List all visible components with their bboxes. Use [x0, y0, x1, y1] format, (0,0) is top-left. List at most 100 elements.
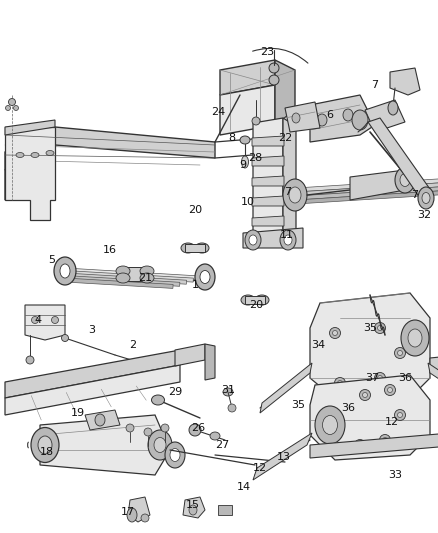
Text: 29: 29	[168, 387, 182, 397]
Polygon shape	[5, 120, 55, 135]
Polygon shape	[40, 415, 170, 475]
Polygon shape	[85, 410, 120, 430]
Text: 35: 35	[363, 323, 377, 333]
Ellipse shape	[249, 235, 257, 245]
Ellipse shape	[374, 373, 385, 384]
Text: 26: 26	[191, 423, 205, 433]
Ellipse shape	[189, 424, 201, 436]
Bar	[245, 296, 265, 304]
Polygon shape	[296, 190, 438, 204]
Polygon shape	[5, 350, 180, 398]
Text: 31: 31	[221, 385, 235, 395]
Text: 3: 3	[88, 325, 95, 335]
Text: 12: 12	[253, 463, 267, 473]
Ellipse shape	[60, 264, 70, 278]
Polygon shape	[283, 118, 296, 238]
Text: 1: 1	[191, 280, 198, 290]
Ellipse shape	[195, 243, 209, 253]
Ellipse shape	[126, 424, 134, 432]
Bar	[185, 244, 205, 252]
Polygon shape	[252, 196, 284, 206]
Ellipse shape	[165, 442, 185, 468]
Ellipse shape	[385, 384, 396, 395]
Ellipse shape	[6, 106, 11, 110]
Text: 34: 34	[311, 340, 325, 350]
Polygon shape	[368, 118, 432, 198]
Polygon shape	[205, 344, 215, 380]
Text: 19: 19	[71, 408, 85, 418]
Ellipse shape	[284, 235, 292, 245]
Polygon shape	[275, 60, 295, 125]
Polygon shape	[253, 118, 283, 238]
Ellipse shape	[26, 356, 34, 364]
Text: 10: 10	[241, 197, 255, 207]
Ellipse shape	[388, 101, 398, 115]
Ellipse shape	[292, 113, 300, 123]
Text: 16: 16	[103, 245, 117, 255]
Ellipse shape	[280, 230, 296, 250]
Ellipse shape	[245, 230, 261, 250]
Ellipse shape	[378, 326, 382, 330]
Ellipse shape	[154, 438, 166, 453]
Ellipse shape	[31, 427, 59, 463]
Text: 36: 36	[398, 373, 412, 383]
Polygon shape	[128, 497, 150, 522]
Ellipse shape	[31, 152, 39, 157]
Polygon shape	[430, 353, 438, 373]
Ellipse shape	[140, 266, 154, 276]
Ellipse shape	[46, 150, 54, 156]
Ellipse shape	[343, 109, 353, 121]
Ellipse shape	[152, 395, 165, 405]
Text: 33: 33	[388, 470, 402, 480]
Text: 18: 18	[40, 447, 54, 457]
Text: 27: 27	[215, 440, 229, 450]
Ellipse shape	[332, 330, 338, 335]
Polygon shape	[5, 145, 55, 200]
Polygon shape	[365, 100, 405, 132]
Polygon shape	[350, 170, 405, 200]
Bar	[218, 505, 232, 515]
Ellipse shape	[241, 295, 255, 305]
Text: 21: 21	[138, 273, 152, 283]
Polygon shape	[296, 186, 438, 200]
Ellipse shape	[189, 505, 197, 515]
Polygon shape	[65, 278, 173, 288]
Text: 12: 12	[385, 417, 399, 427]
Ellipse shape	[200, 271, 210, 284]
Ellipse shape	[352, 110, 368, 130]
Polygon shape	[5, 127, 55, 220]
Ellipse shape	[14, 106, 18, 110]
Ellipse shape	[335, 377, 346, 389]
Ellipse shape	[8, 99, 15, 106]
Polygon shape	[252, 216, 284, 226]
Polygon shape	[310, 375, 430, 460]
Ellipse shape	[170, 448, 180, 462]
Text: 8: 8	[229, 133, 236, 143]
Text: 15: 15	[186, 500, 200, 510]
Polygon shape	[5, 127, 215, 170]
Polygon shape	[220, 60, 275, 95]
Ellipse shape	[181, 243, 195, 253]
Text: 7: 7	[284, 187, 292, 197]
Ellipse shape	[240, 136, 250, 144]
Ellipse shape	[395, 409, 406, 421]
Polygon shape	[65, 268, 200, 280]
Text: 6: 6	[326, 110, 333, 120]
Ellipse shape	[52, 317, 59, 324]
Text: 36: 36	[341, 403, 355, 413]
Ellipse shape	[317, 114, 327, 126]
Ellipse shape	[210, 432, 220, 440]
Polygon shape	[253, 433, 312, 480]
Polygon shape	[310, 95, 375, 142]
Ellipse shape	[195, 264, 215, 290]
Ellipse shape	[363, 392, 367, 398]
Ellipse shape	[395, 167, 415, 193]
Ellipse shape	[116, 266, 130, 276]
Polygon shape	[296, 182, 438, 196]
Ellipse shape	[338, 381, 343, 385]
Ellipse shape	[422, 192, 430, 204]
Text: 2: 2	[130, 340, 137, 350]
Text: 22: 22	[278, 133, 292, 143]
Polygon shape	[428, 363, 438, 413]
Text: 5: 5	[49, 255, 56, 265]
